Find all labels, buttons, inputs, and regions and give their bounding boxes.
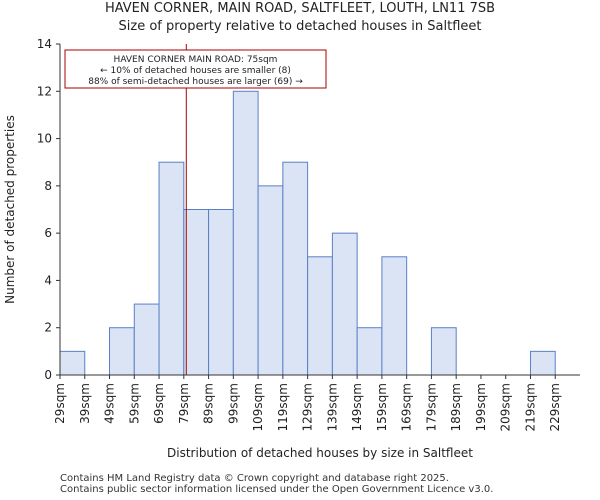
y-tick-label: 2	[44, 321, 52, 335]
footer-line-1: Contains HM Land Registry data © Crown c…	[60, 473, 449, 484]
y-ticks-group: 0 2 4 6 8 10 12 14	[37, 37, 60, 382]
x-tick-label: 129sqm	[301, 383, 315, 431]
x-tick-label: 139sqm	[325, 383, 339, 431]
x-tick-label: 119sqm	[276, 383, 290, 431]
bar-4	[158, 161, 185, 376]
x-tick-label: 159sqm	[375, 383, 389, 431]
y-tick-label: 6	[44, 226, 52, 240]
chart-subtitle: Size of property relative to detached ho…	[118, 19, 482, 34]
bar-6	[208, 209, 234, 376]
x-axis-label: Distribution of detached houses by size …	[167, 446, 473, 460]
x-tick-label: 219sqm	[523, 383, 537, 431]
bar-0	[59, 350, 86, 376]
x-tick-label: 109sqm	[251, 383, 265, 431]
bar-10	[307, 256, 333, 376]
bar-15	[430, 327, 457, 376]
x-tick-label: 79sqm	[177, 383, 191, 424]
y-tick-label: 4	[44, 273, 52, 287]
bar-7	[232, 90, 259, 376]
bar-19	[529, 350, 556, 376]
bar-12	[356, 327, 383, 376]
x-tick-label: 229sqm	[548, 383, 562, 431]
x-ticks-group: 29sqm 39sqm 49sqm 59sqm 69sqm 79sqm 89sqm 99sqm…	[53, 375, 562, 431]
x-tick-label: 99sqm	[226, 383, 240, 424]
x-tick-label: 149sqm	[350, 383, 364, 431]
y-tick-label: 0	[44, 368, 52, 382]
bar-9	[282, 161, 309, 376]
x-tick-label: 69sqm	[152, 383, 166, 424]
x-tick-label: 29sqm	[53, 383, 67, 424]
bar-2	[109, 327, 135, 376]
y-axis-label: Number of detached properties	[3, 115, 17, 304]
x-tick-label: 209sqm	[499, 383, 513, 431]
bar-8	[257, 185, 284, 376]
y-tick-label: 10	[37, 132, 52, 146]
x-tick-label: 49sqm	[103, 383, 117, 424]
x-tick-label: 199sqm	[474, 383, 488, 431]
axes-group	[59, 44, 580, 376]
annotation-box: HAVEN CORNER MAIN ROAD: 75sqm ← 10% of d…	[64, 49, 327, 89]
x-tick-label: 189sqm	[449, 383, 463, 431]
y-tick-label: 12	[37, 84, 52, 98]
bar-13	[381, 256, 408, 376]
x-tick-label: 89sqm	[202, 383, 216, 424]
annotation-line-1: HAVEN CORNER MAIN ROAD: 75sqm	[114, 55, 278, 65]
annotation-rect	[64, 49, 327, 89]
bar-3	[133, 303, 160, 376]
chart-title: HAVEN CORNER, MAIN ROAD, SALTFLEET, LOUT…	[104, 1, 496, 16]
x-tick-label: 169sqm	[400, 383, 414, 431]
bar-5	[183, 209, 210, 376]
annotation-line-2: ← 10% of detached houses are smaller (8)	[100, 66, 291, 76]
x-tick-label: 39sqm	[78, 383, 92, 424]
y-tick-label: 8	[44, 179, 52, 193]
annotation-line-3: 88% of semi-detached houses are larger (…	[88, 77, 303, 87]
bar-11	[331, 232, 358, 376]
x-tick-label: 59sqm	[127, 383, 141, 424]
bars-group	[59, 90, 556, 376]
x-tick-label: 179sqm	[424, 383, 438, 431]
footer-line-2: Contains public sector information licen…	[60, 484, 494, 495]
y-tick-label: 14	[37, 37, 52, 51]
